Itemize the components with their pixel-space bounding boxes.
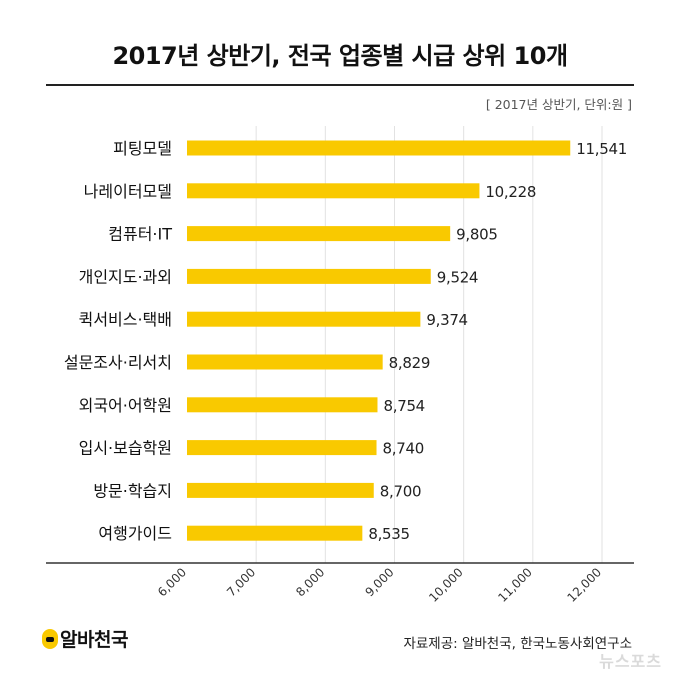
category-label: 퀵서비스·택배 (79, 310, 172, 329)
x-tick-label: 6,000 (155, 565, 189, 599)
category-label: 여행가이드 (98, 524, 172, 543)
x-tick-label: 9,000 (362, 565, 396, 599)
x-tick-label: 8,000 (293, 565, 327, 599)
value-label: 8,740 (383, 440, 424, 458)
value-label: 9,524 (437, 268, 478, 286)
value-label: 8,829 (389, 354, 430, 372)
x-tick-label: 10,000 (426, 565, 466, 605)
bee-logo-icon (42, 628, 58, 649)
bar (187, 440, 377, 456)
bar-chart: 피팅모델 11,541 나레이터모델 10,228 컴퓨터·IT 9,805 개인지도·과외… (46, 126, 634, 605)
category-label: 피팅모델 (113, 139, 172, 158)
category-label: 입시·보습학원 (79, 439, 172, 458)
chart-subtitle: [ 2017년 상반기, 단위:원 ] (485, 97, 632, 112)
bar (187, 397, 378, 413)
bar (187, 140, 571, 156)
title-divider (46, 84, 634, 86)
x-tick-label: 12,000 (565, 565, 605, 605)
brand-logo-group: 알바천국 (42, 625, 128, 652)
category-label: 방문·학습지 (93, 481, 172, 500)
value-label: 9,805 (456, 226, 497, 244)
value-label: 9,374 (426, 311, 467, 329)
source-credit: 자료제공: 알바천국, 한국노동사회연구소 (403, 636, 632, 652)
value-label: 10,228 (485, 183, 536, 201)
bar (187, 354, 383, 370)
bar (187, 525, 363, 541)
bar (187, 226, 451, 242)
value-label: 8,700 (380, 482, 421, 500)
chart-title: 2017년 상반기, 전국 업종별 시급 상위 10개 (112, 42, 568, 70)
value-label: 8,754 (383, 397, 424, 415)
bar (187, 311, 421, 327)
category-label: 나레이터모델 (84, 182, 172, 201)
category-label: 외국어·어학원 (79, 396, 172, 415)
category-label: 컴퓨터·IT (108, 225, 172, 244)
bar (187, 482, 374, 498)
value-label: 11,541 (576, 140, 627, 158)
watermark: 뉴스포츠 (599, 652, 662, 671)
value-label: 8,535 (368, 525, 409, 543)
x-tick-label: 11,000 (495, 565, 535, 605)
category-label: 개인지도·과외 (79, 267, 172, 286)
category-label: 설문조사·리서치 (64, 353, 172, 372)
bar (187, 268, 431, 284)
brand-name: 알바천국 (60, 629, 128, 651)
x-tick-label: 7,000 (224, 565, 258, 599)
bar (187, 183, 480, 199)
